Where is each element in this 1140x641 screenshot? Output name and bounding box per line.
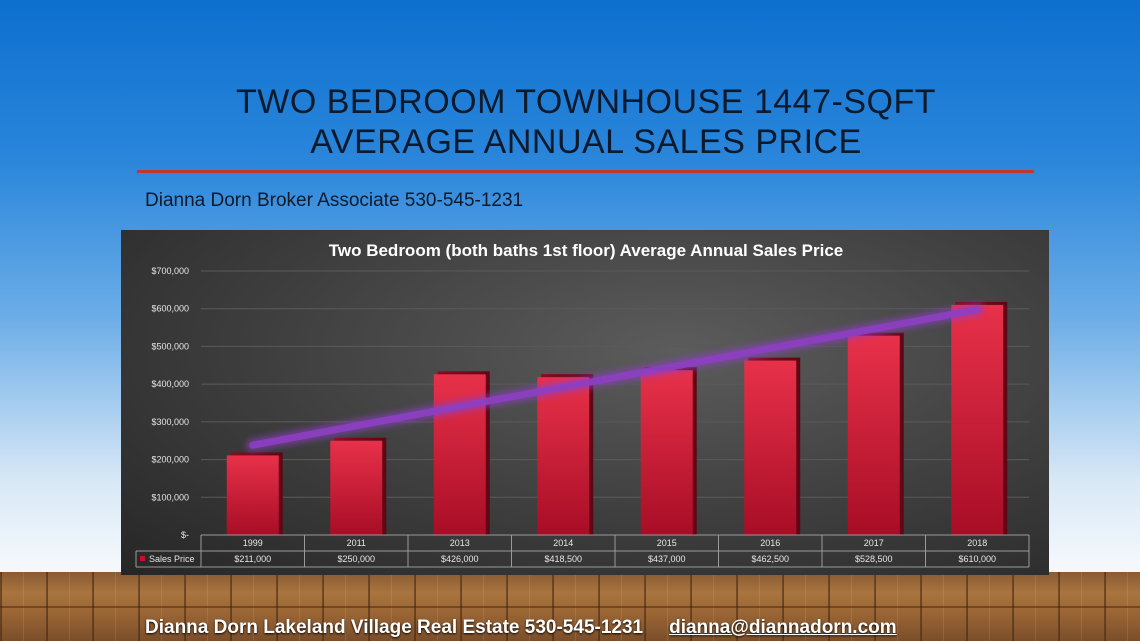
wood-floor-background bbox=[0, 572, 1140, 641]
slide-subtitle: Dianna Dorn Broker Associate 530-545-123… bbox=[145, 190, 524, 211]
y-tick-label: $300,000 bbox=[151, 417, 189, 427]
slide-title: TWO BEDROOM TOWNHOUSE 1447-SQFT AVERAGE … bbox=[140, 82, 1032, 162]
x-category-label: 2013 bbox=[450, 538, 470, 548]
y-tick-label: $- bbox=[181, 530, 189, 540]
slide-title-line1: TWO BEDROOM TOWNHOUSE 1447-SQFT bbox=[236, 83, 936, 121]
x-category-label: 2011 bbox=[347, 538, 366, 548]
y-tick-label: $600,000 bbox=[151, 304, 189, 314]
legend-swatch bbox=[140, 556, 145, 561]
bar-chart: Two Bedroom (both baths 1st floor) Avera… bbox=[135, 241, 1030, 568]
table-value: $211,000 bbox=[234, 554, 271, 564]
bar bbox=[537, 377, 590, 535]
x-category-label: 2016 bbox=[760, 538, 780, 548]
table-value: $250,000 bbox=[337, 554, 375, 564]
table-value: $610,000 bbox=[958, 554, 996, 564]
y-tick-label: $500,000 bbox=[151, 341, 189, 351]
bar bbox=[951, 304, 1004, 535]
table-value: $426,000 bbox=[441, 554, 479, 564]
bar bbox=[330, 440, 383, 535]
title-divider bbox=[137, 170, 1034, 173]
chart-panel: Two Bedroom (both baths 1st floor) Avera… bbox=[121, 230, 1049, 575]
y-tick-label: $200,000 bbox=[151, 455, 189, 465]
x-category-label: 1999 bbox=[243, 538, 263, 548]
table-value: $418,500 bbox=[544, 554, 582, 564]
slide-title-line2: AVERAGE ANNUAL SALES PRICE bbox=[310, 123, 862, 161]
bar bbox=[847, 335, 900, 535]
footer-email-link[interactable]: dianna@diannadorn.com bbox=[669, 617, 897, 638]
x-category-label: 2018 bbox=[967, 538, 987, 548]
table-value: $528,500 bbox=[855, 554, 893, 564]
footer-text: Dianna Dorn Lakeland Village Real Estate… bbox=[145, 617, 644, 638]
bar bbox=[226, 455, 279, 535]
bar bbox=[744, 360, 797, 535]
legend-series-label: Sales Price bbox=[149, 554, 195, 564]
table-value: $437,000 bbox=[648, 554, 686, 564]
trendline bbox=[249, 306, 981, 449]
x-category-label: 2017 bbox=[864, 538, 884, 548]
y-tick-label: $100,000 bbox=[151, 492, 189, 502]
y-tick-label: $700,000 bbox=[151, 266, 189, 276]
table-value: $462,500 bbox=[751, 554, 789, 564]
footer-contact: Dianna Dorn Lakeland Village Real Estate… bbox=[145, 617, 897, 639]
x-category-label: 2014 bbox=[553, 538, 573, 548]
chart-title: Two Bedroom (both baths 1st floor) Avera… bbox=[329, 241, 844, 260]
bar bbox=[640, 370, 693, 535]
y-tick-label: $400,000 bbox=[151, 379, 189, 389]
x-category-label: 2015 bbox=[657, 538, 677, 548]
